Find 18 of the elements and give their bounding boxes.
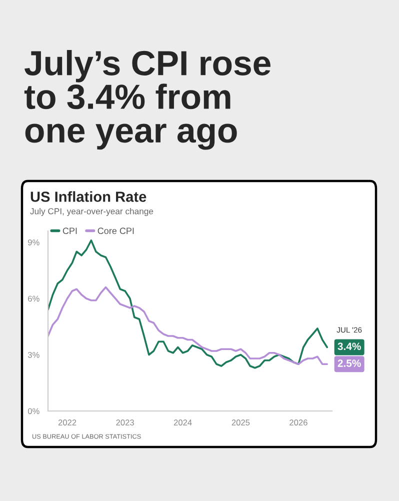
x-tick-label: 2025 xyxy=(232,420,250,426)
line-series xyxy=(48,286,328,366)
x-tick-label: 2026 xyxy=(290,420,308,426)
annotation: 2.5% xyxy=(338,360,361,367)
legend-label: CPI xyxy=(62,228,77,234)
x-tick-label: 2024 xyxy=(174,420,192,426)
legend-label: Core CPI xyxy=(98,228,134,234)
chart-subtitle: July CPI, year-over-year change xyxy=(30,208,154,216)
y-tick-label: 0% xyxy=(28,408,40,414)
text: July’s CPI rose to 3.4% from one year ago xyxy=(24,50,270,150)
chart-title: US Inflation Rate xyxy=(30,191,146,202)
x-tick-label: 2022 xyxy=(58,420,76,426)
annotation: 3.4% xyxy=(338,342,361,350)
y-tick-label: 6% xyxy=(28,296,40,302)
y-tick-label: 3% xyxy=(28,352,40,358)
line-series xyxy=(48,239,328,369)
x-tick-label: 2023 xyxy=(116,420,134,426)
y-tick-label: 9% xyxy=(28,239,40,246)
